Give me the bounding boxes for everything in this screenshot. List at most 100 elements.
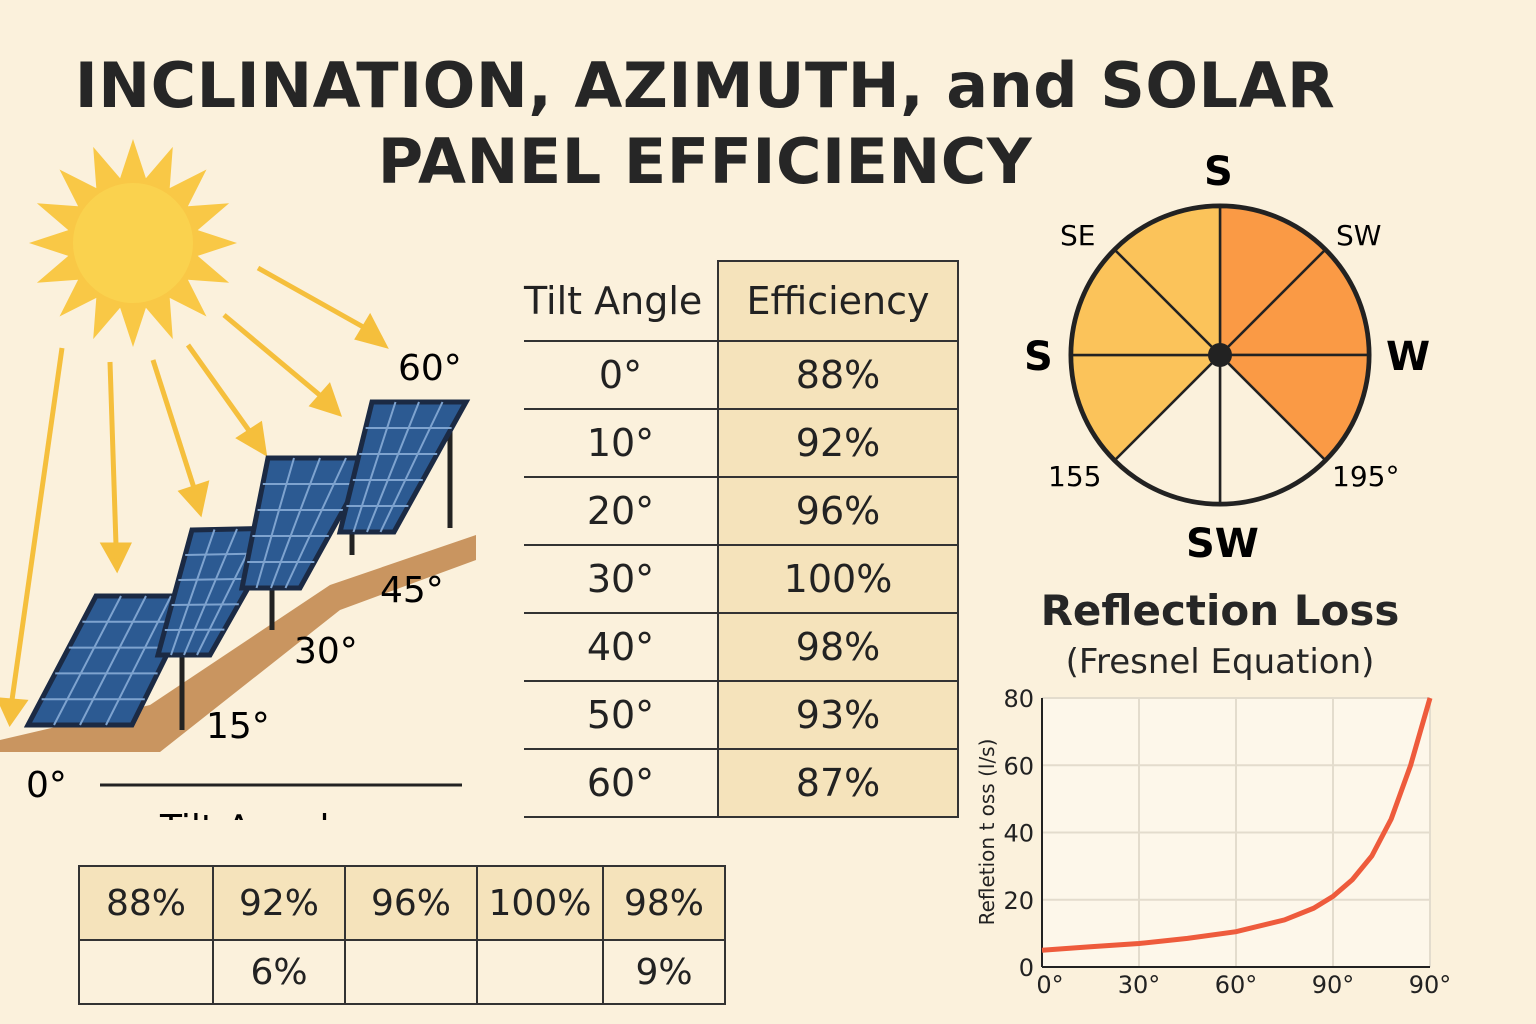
summary-cell: 96%: [344, 865, 478, 941]
azimuth-compass: S S W SW SE SW 155 195°: [1024, 149, 1430, 567]
y-tick-label: 0: [1019, 954, 1034, 982]
chart-axes: [1041, 698, 1430, 968]
solar-panel-scene: 0° 15° 30° 45° 60° Tilt Angule: [0, 139, 476, 820]
solar-panels: [23, 399, 471, 728]
panel-grid-line: [53, 595, 122, 726]
summary-cell: 100%: [476, 865, 604, 941]
table-row: 20° 96%: [524, 477, 959, 546]
x-tick-label: 0°: [1036, 971, 1063, 999]
summary-cell: 9%: [602, 939, 726, 1005]
table-row: 88% 92% 96% 100% 98%: [78, 865, 726, 941]
efficiency-cell: 98%: [717, 613, 959, 682]
compass-sector: [1216, 353, 1370, 462]
tilt-angle-cell: 60°: [524, 749, 718, 818]
reflection-loss-chart: 0 20 40 60 80 0° 30° 60° 90° 90° Refletion t oss …: [975, 685, 1451, 999]
summary-cell: [78, 939, 214, 1005]
scene-caption: Tilt Angule: [159, 808, 352, 820]
angle-label-15: 15°: [206, 706, 270, 747]
summary-table: 88% 92% 96% 100% 98% 6% 9%: [78, 865, 726, 1005]
angle-label-45: 45°: [380, 570, 444, 611]
panel-grid-line: [79, 595, 147, 726]
table-row: 40° 98%: [524, 613, 959, 682]
panel-grid-line: [183, 528, 238, 656]
summary-cell: 6%: [212, 939, 346, 1005]
table-header: Tilt Angle Efficiency: [524, 260, 959, 342]
angle-label-30: 30°: [294, 631, 358, 672]
efficiency-cell: 100%: [717, 545, 959, 614]
efficiency-table: Tilt Angle Efficiency 0° 88% 10° 92% 20° 96% 3…: [524, 260, 959, 818]
table-row: 30° 100%: [524, 545, 959, 614]
table-row: 0° 88%: [524, 341, 959, 410]
panel-grid-line: [255, 457, 295, 589]
x-tick-label: 30°: [1118, 971, 1161, 999]
compass-sector: [1070, 353, 1224, 462]
tilt-angle-cell: 10°: [524, 409, 718, 478]
solar-panel: [238, 455, 377, 591]
tilt-angle-cell: 0°: [524, 341, 718, 410]
summary-cell: 98%: [602, 865, 726, 941]
compass-ring: [1068, 203, 1372, 507]
sun-icon: [29, 139, 237, 347]
compass-label-195: 195°: [1332, 460, 1399, 493]
panel-grid-line: [105, 595, 172, 726]
efficiency-cell: 87%: [717, 749, 959, 818]
panel-grid-line: [284, 457, 347, 589]
compass-sectors: [1070, 205, 1370, 505]
efficiency-cell: 93%: [717, 681, 959, 750]
table-row: 6% 9%: [78, 939, 726, 1005]
compass-sector: [1218, 205, 1327, 359]
compass-sector: [1216, 248, 1370, 357]
panel-grid-line: [178, 577, 254, 581]
table-row: 60° 87%: [524, 749, 959, 818]
y-axis-label: Refletion t oss (l/s): [975, 739, 999, 926]
x-tick-label: 90°: [1409, 971, 1452, 999]
compass-label-left: S: [1024, 334, 1053, 380]
table-row: 50° 93%: [524, 681, 959, 750]
summary-cell: [344, 939, 478, 1005]
reflection-loss-line: [1041, 697, 1433, 953]
y-tick-label: 60: [1003, 752, 1034, 780]
chart-grid: [1041, 697, 1431, 968]
tilt-angle-cell: 30°: [524, 545, 718, 614]
compass-label-sw: SW: [1336, 219, 1381, 252]
y-tick-label: 40: [1003, 820, 1034, 848]
compass-label-se: SE: [1060, 219, 1095, 252]
summary-cell: [476, 939, 604, 1005]
summary-cell: 92%: [212, 865, 346, 941]
summary-cell: 88%: [78, 865, 214, 941]
efficiency-cell: 92%: [717, 409, 959, 478]
reflection-title: Reflection Loss: [1040, 586, 1400, 635]
compass-label-right: W: [1386, 334, 1430, 380]
chart-ticks: 0 20 40 60 80 0° 30° 60° 90° 90°: [1003, 685, 1451, 999]
header-efficiency: Efficiency: [717, 260, 959, 342]
compass-center: [1208, 343, 1232, 367]
solar-panel: [336, 399, 471, 535]
y-tick-label: 80: [1003, 685, 1034, 713]
x-tick-label: 90°: [1312, 971, 1355, 999]
panel-grid-line: [352, 401, 397, 533]
compass-sector: [1218, 351, 1327, 505]
table-row: 10° 92%: [524, 409, 959, 478]
compass-sector: [1070, 248, 1224, 357]
ground-slope: [0, 535, 476, 752]
angle-label-60: 60°: [398, 348, 462, 389]
compass-label-top: S: [1204, 149, 1233, 195]
reflection-subtitle: (Fresnel Equation): [1065, 642, 1375, 682]
compass-label-bottom: SW: [1186, 521, 1259, 567]
y-tick-label: 20: [1003, 887, 1034, 915]
efficiency-cell: 88%: [717, 341, 959, 410]
tilt-angle-cell: 40°: [524, 613, 718, 682]
header-tilt-angle: Tilt Angle: [524, 261, 718, 342]
compass-label-155: 155: [1048, 460, 1101, 493]
angle-label-0: 0°: [26, 765, 67, 806]
title-line-2: PANEL EFFICIENCY: [377, 125, 1033, 198]
panel-grid-line: [170, 529, 216, 656]
panel-grid-line: [366, 401, 420, 533]
sunlight-rays: [0, 265, 389, 728]
panel-grid-line: [171, 603, 239, 606]
title-line-1: INCLINATION, AZIMUTH, and SOLAR: [74, 49, 1336, 122]
page-title: INCLINATION, AZIMUTH, and SOLAR PANEL EF…: [0, 48, 1410, 200]
compass-sector: [1113, 205, 1222, 359]
tilt-angle-cell: 20°: [524, 477, 718, 546]
panel-grid-line: [270, 457, 321, 589]
